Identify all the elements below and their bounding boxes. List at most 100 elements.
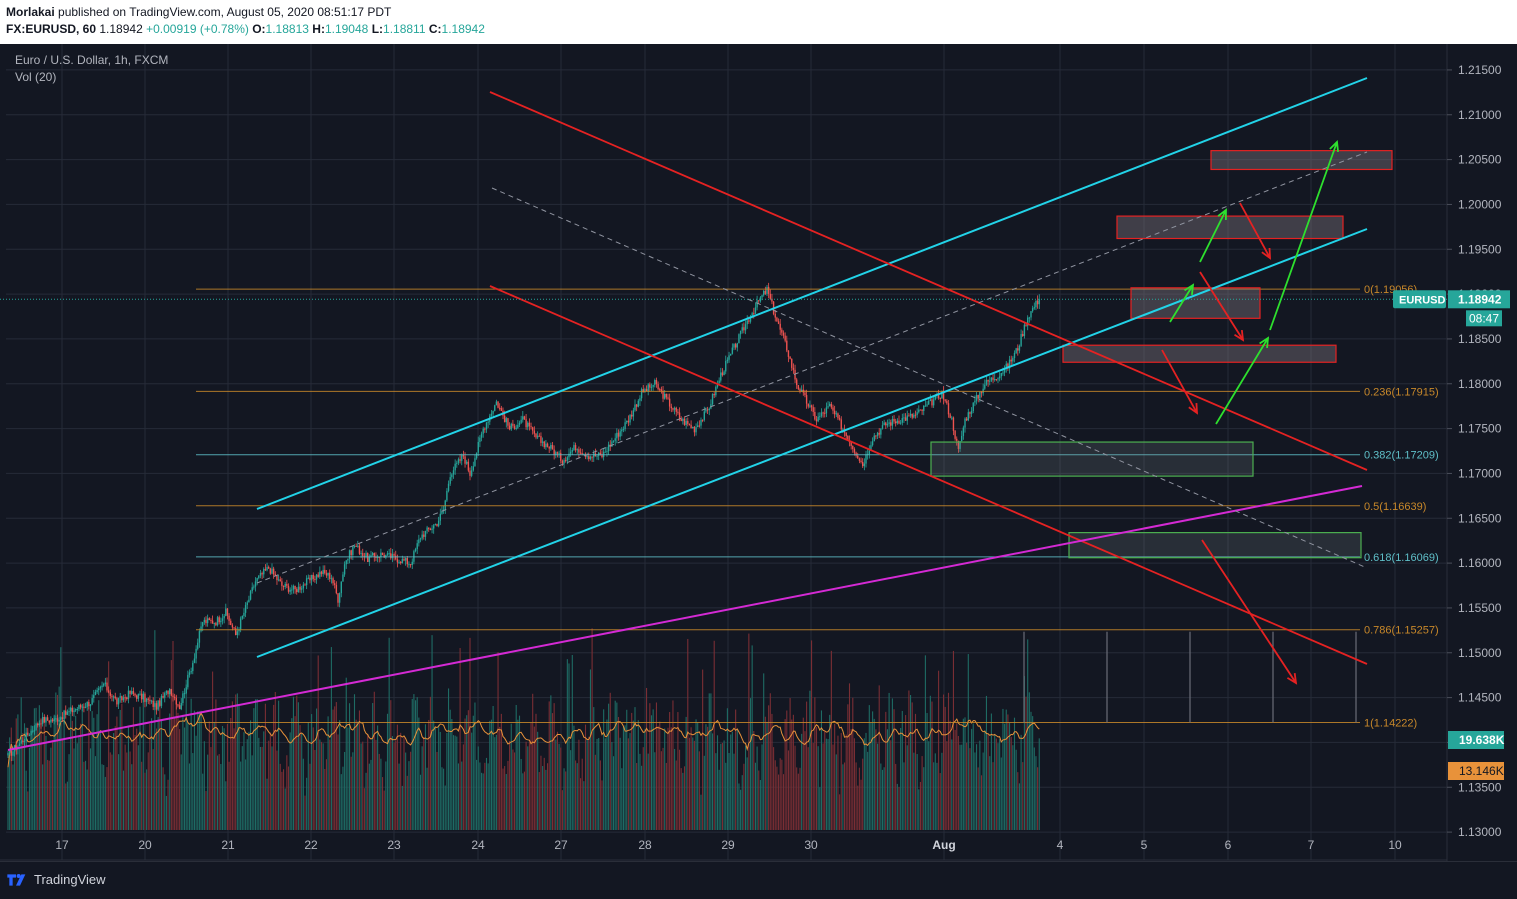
volume-bar — [646, 687, 648, 830]
candle-body — [873, 435, 875, 442]
volume-bar — [825, 738, 827, 830]
volume-bar — [880, 763, 882, 830]
volume-bar — [974, 752, 976, 830]
candle-body — [931, 399, 933, 406]
volume-bar — [674, 748, 676, 830]
volume-bar — [926, 713, 928, 830]
volume-bar — [403, 737, 405, 830]
candle-body — [523, 416, 526, 420]
tradingview-logo-icon[interactable] — [6, 871, 30, 887]
volume-bar — [127, 727, 129, 830]
candle-body — [177, 704, 179, 706]
x-tick-label: 7 — [1308, 838, 1315, 852]
candle-body — [688, 423, 691, 425]
candle-body — [48, 720, 50, 723]
candle-body — [70, 707, 72, 712]
candle-body — [55, 718, 57, 720]
volume-bar — [898, 786, 900, 830]
volume-bar — [281, 771, 283, 830]
volume-bar — [157, 716, 159, 830]
volume-bar — [535, 713, 537, 830]
candle-body — [670, 406, 672, 409]
candle-body — [805, 395, 808, 404]
candle-body — [345, 560, 347, 565]
volume-bar — [888, 692, 890, 830]
volume-bar — [451, 718, 453, 830]
candle-body — [261, 573, 263, 575]
volume-bar — [121, 703, 123, 830]
volume-ma-tag-text: 13.146K — [1459, 764, 1504, 778]
candle-body — [800, 389, 803, 392]
y-tick-label: 1.16000 — [1458, 556, 1502, 570]
volume-bar — [454, 735, 456, 830]
volume-bar — [591, 628, 593, 830]
red-arrow-3-head — [1188, 402, 1199, 415]
volume-bar — [565, 771, 567, 830]
candle-body — [589, 456, 592, 460]
candle-body — [268, 567, 270, 569]
candle-body — [25, 732, 27, 742]
volume-bar — [37, 721, 39, 830]
volume-bar — [634, 707, 636, 830]
volume-bar — [931, 701, 933, 830]
volume-bar — [154, 630, 156, 830]
candle-body — [616, 432, 618, 439]
candle-body — [899, 422, 902, 424]
volume-bar — [716, 735, 719, 830]
candle-body — [259, 573, 262, 576]
volume-bar — [223, 728, 225, 830]
volume-bar — [852, 697, 854, 830]
candle-body — [78, 704, 80, 709]
volume-bar — [853, 738, 855, 830]
candle-body — [401, 558, 404, 564]
volume-bar — [419, 774, 422, 830]
volume-bar — [401, 785, 403, 830]
candle-body — [462, 455, 465, 457]
volume-bar — [264, 703, 266, 830]
volume-bar — [530, 722, 532, 830]
candle-body — [946, 400, 948, 404]
candle-body — [231, 625, 234, 628]
candle-body — [989, 380, 991, 382]
volume-bar — [680, 768, 682, 830]
volume-bar — [221, 726, 224, 830]
volume-bar — [137, 745, 139, 830]
volume-bar — [517, 719, 519, 830]
y-tick-label: 1.21000 — [1458, 108, 1502, 122]
tradingview-brand[interactable]: TradingView — [34, 872, 106, 887]
volume-bar — [268, 740, 270, 830]
candle-body — [246, 602, 248, 606]
volume-bar — [40, 718, 42, 830]
candle-body — [926, 404, 928, 406]
last-price-tag-text: 1.18942 — [1458, 292, 1502, 306]
volume-bar — [1012, 745, 1014, 830]
candle-body — [819, 416, 821, 418]
volume-bar — [573, 725, 575, 830]
price-chart[interactable]: 0(1.19056)0.236(1.17915)0.382(1.17209)0.… — [0, 44, 1517, 861]
candle-body — [296, 589, 298, 593]
publisher-name[interactable]: Morlakai — [6, 5, 55, 19]
volume-bar — [418, 717, 420, 830]
y-tick-label: 1.14500 — [1458, 691, 1502, 705]
candle-body — [753, 313, 755, 315]
candle-body — [890, 422, 892, 426]
volume-bar — [792, 714, 794, 830]
volume-bar — [857, 785, 859, 830]
volume-legend: Vol (20) — [15, 70, 57, 84]
candle-body — [183, 693, 186, 695]
volume-bar — [872, 711, 874, 830]
candle-body — [713, 393, 715, 396]
candle-body — [139, 693, 141, 695]
volume-bar — [416, 697, 418, 830]
candle-body — [154, 703, 156, 707]
volume-bar — [147, 752, 149, 830]
candle-body — [233, 627, 235, 629]
volume-bar — [705, 724, 707, 830]
candle-body — [840, 419, 842, 430]
candle-body — [371, 553, 374, 556]
volume-bar — [245, 759, 247, 830]
candle-body — [619, 431, 621, 437]
volume-bar — [269, 732, 271, 830]
candle-body — [134, 693, 136, 696]
volume-bar — [1005, 709, 1007, 830]
